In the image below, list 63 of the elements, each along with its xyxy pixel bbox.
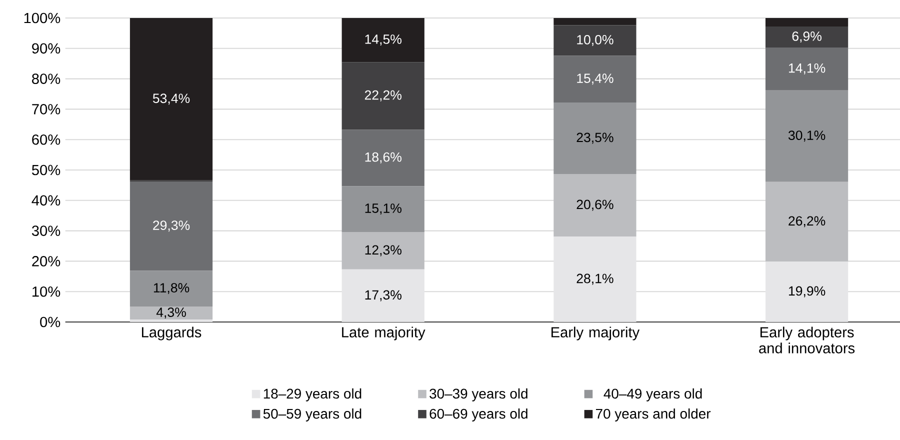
y-tick-label: 60% [32,134,60,145]
y-tick-label: 0% [40,316,60,328]
legend-label: 50–59 years old [263,408,362,422]
bar [342,18,424,62]
legend-label: 60–69 years old [430,408,528,422]
data-label: 15,1% [365,204,402,215]
data-label: 15,4% [577,74,614,85]
data-label: 4,3% [156,308,186,319]
y-tick-label: 30% [32,226,60,236]
data-label: 6,9% [792,32,822,42]
data-label: 20,6% [576,200,614,211]
bar [342,130,424,186]
data-label: 22,2% [364,90,402,102]
data-label: 14,5% [365,34,402,46]
bar [554,56,636,103]
x-tick-label: Early majority [552,326,640,340]
bar [765,47,848,90]
bar [130,270,213,306]
y-tick-label: 100% [24,12,60,24]
y-tick-label: 80% [32,74,60,84]
data-label: 19,9% [788,286,826,298]
bar [130,306,213,320]
data-label: 23,5% [576,132,614,144]
legend-label: 70 years and older [596,408,711,422]
bar [130,18,213,180]
data-label: 18,6% [365,152,402,164]
data-label: 53,4% [152,94,190,105]
bar [554,25,636,56]
data-label: 29,3% [153,220,190,232]
x-tick-label: Laggards [142,326,202,340]
bar [765,18,848,27]
legend-label: 40–49 years old [604,388,702,402]
x-tick-label: Late majority [342,326,426,340]
data-label: 12,3% [365,245,402,256]
bar [765,90,848,182]
bar [554,236,636,322]
y-tick-label: 70% [32,104,60,114]
data-label: 26,2% [788,216,826,228]
y-tick-label: 10% [32,286,60,297]
data-label: 28,1% [576,274,614,285]
bar [342,269,424,322]
data-label: 14,1% [788,63,826,74]
x-tick-label: Early adopters and innovators [759,326,855,354]
bar [342,186,424,232]
bar [765,262,848,322]
bar [765,182,848,262]
data-label: 30,1% [788,130,826,142]
bar [765,26,848,48]
data-label: 10,0% [577,35,614,46]
bar [554,102,636,174]
data-label: 11,8% [154,283,190,294]
legend-label: 30–39 years old [430,388,528,402]
legend-label: 18–29 years old [264,388,362,402]
y-tick-label: 90% [32,43,60,54]
bar [342,232,424,270]
bar [130,182,213,271]
y-tick-label: 50% [32,164,60,176]
bar [554,18,636,26]
y-tick-label: 20% [32,256,60,266]
y-tick-label: 40% [32,195,60,206]
bar [342,62,424,130]
bar [554,174,636,237]
data-label: 17,3% [365,290,402,302]
